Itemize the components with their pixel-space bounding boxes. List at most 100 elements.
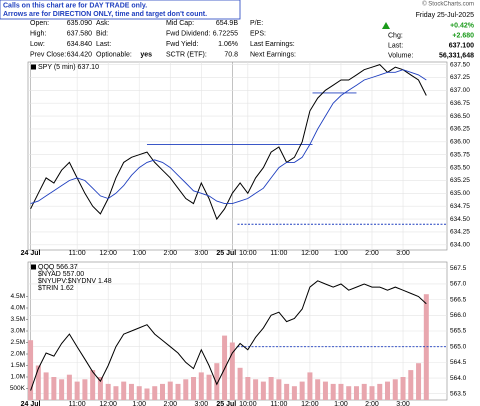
y-tick-label: 634.00 <box>450 242 470 249</box>
indicator-label: $TRIN 1.62 <box>38 285 74 292</box>
plot-area <box>27 61 448 251</box>
x-tick-label: 12:00 <box>301 250 319 257</box>
quote-label: Next Earnings: <box>250 51 296 58</box>
y2-tick-label: 500K <box>10 385 26 392</box>
y2-tick-label: 2.0M <box>11 351 25 358</box>
x-tick-label: 12:00 <box>301 401 319 406</box>
y-tick-label: 637.00 <box>450 87 470 94</box>
y2-tick-label: 1.5M <box>11 362 25 369</box>
volume-bar <box>183 379 189 400</box>
volume-bar <box>330 383 336 400</box>
volume-bar <box>105 383 111 400</box>
volume-bar <box>408 370 414 400</box>
volume-bar <box>268 377 274 400</box>
volume-bar <box>136 386 142 400</box>
x-tick-label: 12:00 <box>99 250 117 257</box>
volume-bar <box>191 377 197 400</box>
y-tick-label: 635.50 <box>450 164 470 171</box>
moving-average <box>30 69 427 205</box>
x-tick-label: 1:00 <box>132 401 146 406</box>
x-tick-label: 2:00 <box>365 401 379 406</box>
volume-bar <box>237 367 243 400</box>
quote-label: Low: <box>30 41 45 48</box>
y-tick-label: 567.5 <box>450 265 467 272</box>
quote-label: Fwd Dividend: <box>166 30 210 37</box>
legend-swatch <box>31 64 36 70</box>
volume-bar <box>385 381 391 400</box>
volume-bar <box>322 381 328 400</box>
quote-label: Last Earnings: <box>250 41 295 48</box>
quote-label: Last: <box>96 41 111 48</box>
x-tick-label: 3:00 <box>396 250 410 257</box>
volume-bar <box>214 363 220 400</box>
volume-bar <box>369 386 375 400</box>
volume-bar <box>97 377 103 400</box>
x-tick-label: 1:00 <box>132 250 146 257</box>
volume-bar <box>121 381 127 400</box>
x-tick-label: 24 Jul <box>21 401 41 406</box>
volume-bar <box>159 383 165 400</box>
y-tick-label: 566.0 <box>450 312 467 319</box>
quote-value: +2.680 <box>452 32 474 39</box>
notice-line: Calls on this chart are for DAY TRADE on… <box>3 2 147 9</box>
x-tick-label: 2:00 <box>365 250 379 257</box>
quote-label: Mid Cap: <box>166 20 194 27</box>
y-tick-label: 635.00 <box>450 190 470 197</box>
quote-label: Fwd Yield: <box>166 41 198 48</box>
volume-bar <box>307 372 313 400</box>
indicator-label: $NYUPV:$NYDNV 1.48 <box>38 278 112 285</box>
quote-label: Chg: <box>388 32 403 39</box>
quote-value: 6.72255 <box>213 30 238 37</box>
legend-swatch <box>31 264 36 270</box>
price-line <box>30 64 427 221</box>
quote-date: Friday 25-Jul-2025 <box>416 12 474 19</box>
x-tick-label: 24 Jul <box>21 250 41 257</box>
volume-bar <box>167 381 173 400</box>
y-tick-label: 564.5 <box>450 359 467 366</box>
y-tick-label: 635.25 <box>450 177 470 184</box>
y2-tick-label: 3.0M <box>11 328 25 335</box>
credit: © StockCharts.com <box>422 1 474 8</box>
volume-bar <box>90 370 96 400</box>
volume-bar <box>245 377 251 400</box>
legend-label: QQQ 566.37 <box>38 264 78 271</box>
y-tick-label: 636.75 <box>450 100 470 107</box>
x-tick-label: 1:00 <box>334 401 348 406</box>
quote-label: Optionable: <box>96 51 132 58</box>
quote-label: EPS: <box>250 30 266 37</box>
volume-bar <box>74 381 80 400</box>
quote-label: Last: <box>388 42 403 49</box>
price-line <box>30 280 427 391</box>
volume-bar <box>338 383 344 400</box>
volume-bar <box>260 381 266 400</box>
quote-value: 637.100 <box>449 42 474 49</box>
quote-label: Volume: <box>388 52 413 59</box>
x-tick-label: 1:00 <box>334 250 348 257</box>
y-tick-label: 636.00 <box>450 139 470 146</box>
y2-tick-label: 1.0M <box>11 374 25 381</box>
volume-bar <box>284 383 290 400</box>
quote-value: 1.06% <box>218 41 238 48</box>
indicator-label: $NYAD 557.00 <box>38 271 84 278</box>
quote-value: 70.8 <box>224 51 238 58</box>
y2-tick-label: 3.5M <box>11 316 25 323</box>
volume-bar <box>315 379 321 400</box>
volume-bar <box>229 342 235 400</box>
volume-bar <box>43 372 49 400</box>
volume-bar <box>59 379 65 400</box>
volume-bar <box>377 383 383 400</box>
volume-bar <box>175 383 181 400</box>
quote-label: Open: <box>30 20 49 27</box>
volume-bar <box>392 379 398 400</box>
volume-bar <box>299 381 305 400</box>
volume-bar <box>276 379 282 400</box>
y-tick-label: 566.5 <box>450 296 467 303</box>
y-tick-label: 565.5 <box>450 328 467 335</box>
x-tick-label: 25 Jul <box>216 401 236 406</box>
y-tick-label: 637.50 <box>450 61 470 68</box>
y-tick-label: 635.75 <box>450 151 470 158</box>
x-tick-label: 3:00 <box>396 401 410 406</box>
x-tick-label: 11:00 <box>270 250 287 257</box>
x-tick-label: 2:00 <box>163 250 177 257</box>
